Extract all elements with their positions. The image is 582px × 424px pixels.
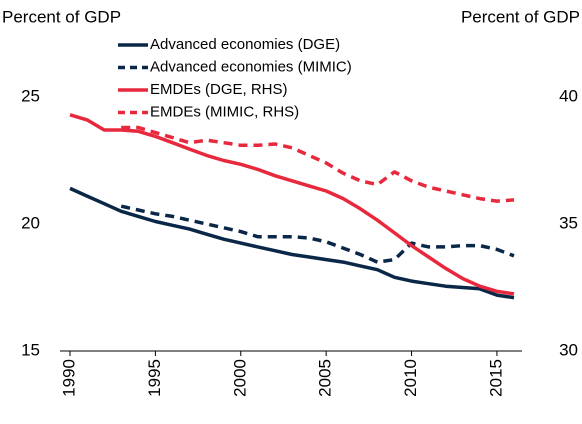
y-tick-label: 25 (21, 86, 40, 105)
x-tick-label: 1995 (145, 359, 164, 397)
legend-label: Advanced economies (MIMIC) (150, 58, 352, 75)
x-tick-label: 2000 (230, 359, 249, 397)
legend-label: EMDEs (DGE, RHS) (150, 81, 288, 98)
y-tick-label: 20 (21, 213, 40, 232)
series-line (69, 186, 515, 300)
y-tick-label: 15 (21, 340, 40, 359)
x-tick-label: 2010 (401, 359, 420, 397)
y2-tick-label: 40 (559, 86, 578, 105)
y-axis-title: Percent of GDP (2, 7, 121, 26)
x-tick-label: 2005 (316, 359, 335, 397)
y2-tick-label: 35 (559, 213, 578, 232)
y2-tick-label: 30 (559, 340, 578, 359)
series-line (121, 125, 515, 203)
series-line (120, 204, 515, 264)
x-tick-label: 1990 (59, 359, 78, 397)
series-line (69, 113, 515, 296)
x-tick-label: 2015 (486, 359, 505, 397)
y2-axis-title: Percent of GDP (461, 7, 580, 26)
legend-label: EMDEs (MIMIC, RHS) (150, 103, 299, 120)
legend-label: Advanced economies (DGE) (150, 36, 340, 53)
